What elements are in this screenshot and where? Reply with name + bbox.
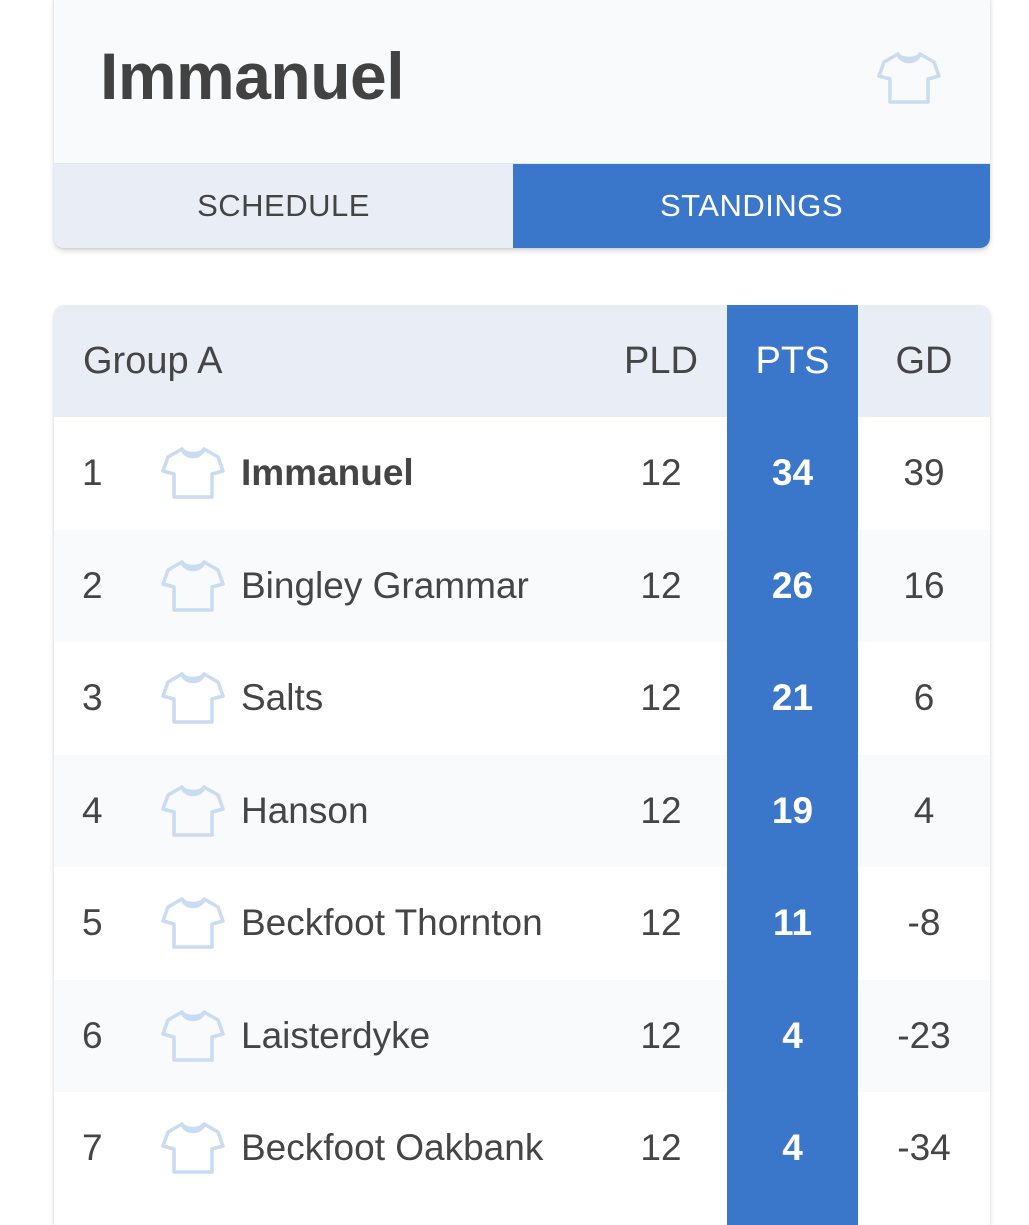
goal-difference-cell: -34 <box>897 1127 951 1168</box>
tab-standings[interactable]: STANDINGS <box>513 164 990 248</box>
shirt-icon <box>160 980 226 1092</box>
tab-schedule[interactable]: SCHEDULE <box>54 164 513 248</box>
points-cell: 26 <box>771 564 814 606</box>
played-cell: 12 <box>640 1014 682 1056</box>
shirt-icon <box>160 867 226 979</box>
points-cell: 4 <box>782 1014 803 1056</box>
shirt-icon <box>160 1092 226 1204</box>
goal-difference-cell: 39 <box>903 452 945 493</box>
page-title: Immanuel <box>100 39 405 113</box>
goal-difference-cell: 16 <box>903 564 945 606</box>
played-cell: 12 <box>640 1127 682 1168</box>
points-cell: 21 <box>771 677 814 718</box>
team-name-cell[interactable]: Immanuel <box>241 452 414 493</box>
played-cell: 12 <box>640 789 682 831</box>
shirt-icon <box>160 530 226 642</box>
team-name-cell[interactable]: Bingley Grammar <box>241 564 529 606</box>
played-cell: 12 <box>640 564 682 606</box>
position-cell: 3 <box>82 677 103 718</box>
points-cell: 19 <box>771 789 814 831</box>
team-header: Immanuel <box>54 0 990 164</box>
group-label: Group A <box>83 339 223 382</box>
points-cell: 34 <box>771 452 814 493</box>
goal-difference-cell: -8 <box>907 902 941 943</box>
team-name-cell[interactable]: Beckfoot Thornton <box>241 902 543 943</box>
team-header-card: Immanuel SCHEDULE STANDINGS <box>54 0 990 248</box>
position-cell: 5 <box>82 902 103 943</box>
standings-table: Group A PLD GD 1 Immanuel 12 39 2 Bingley Gra… <box>54 305 990 1225</box>
position-cell: 1 <box>82 452 103 493</box>
team-name-cell[interactable]: Hanson <box>241 789 369 831</box>
team-name-cell[interactable]: Beckfoot Oakbank <box>241 1127 544 1168</box>
team-name-cell[interactable]: Laisterdyke <box>241 1014 431 1056</box>
shirt-icon <box>876 50 942 106</box>
team-name-cell[interactable]: Salts <box>241 677 324 718</box>
column-header-pld[interactable]: PLD <box>624 339 698 382</box>
pts-header-overlay: PTS <box>54 305 990 417</box>
shirt-icon <box>160 417 226 529</box>
played-cell: 12 <box>640 452 682 493</box>
goal-difference-cell: 6 <box>913 677 935 718</box>
points-cell: 4 <box>782 1127 803 1168</box>
goal-difference-cell: 4 <box>913 789 935 831</box>
shirt-icon <box>160 755 226 867</box>
position-cell: 4 <box>82 789 103 831</box>
shirt-icon <box>160 642 226 754</box>
position-cell: 6 <box>82 1014 103 1056</box>
played-cell: 12 <box>640 677 682 718</box>
position-cell: 2 <box>82 564 103 606</box>
column-header-gd[interactable]: GD <box>895 339 953 382</box>
goal-difference-cell: -23 <box>897 1014 951 1056</box>
points-cell: 11 <box>772 902 813 943</box>
tab-bar: SCHEDULE STANDINGS <box>54 164 990 248</box>
position-cell: 7 <box>82 1127 103 1168</box>
played-cell: 12 <box>640 902 682 943</box>
pts-column-highlight <box>727 305 858 1225</box>
column-header-pts[interactable]: PTS <box>755 339 830 382</box>
